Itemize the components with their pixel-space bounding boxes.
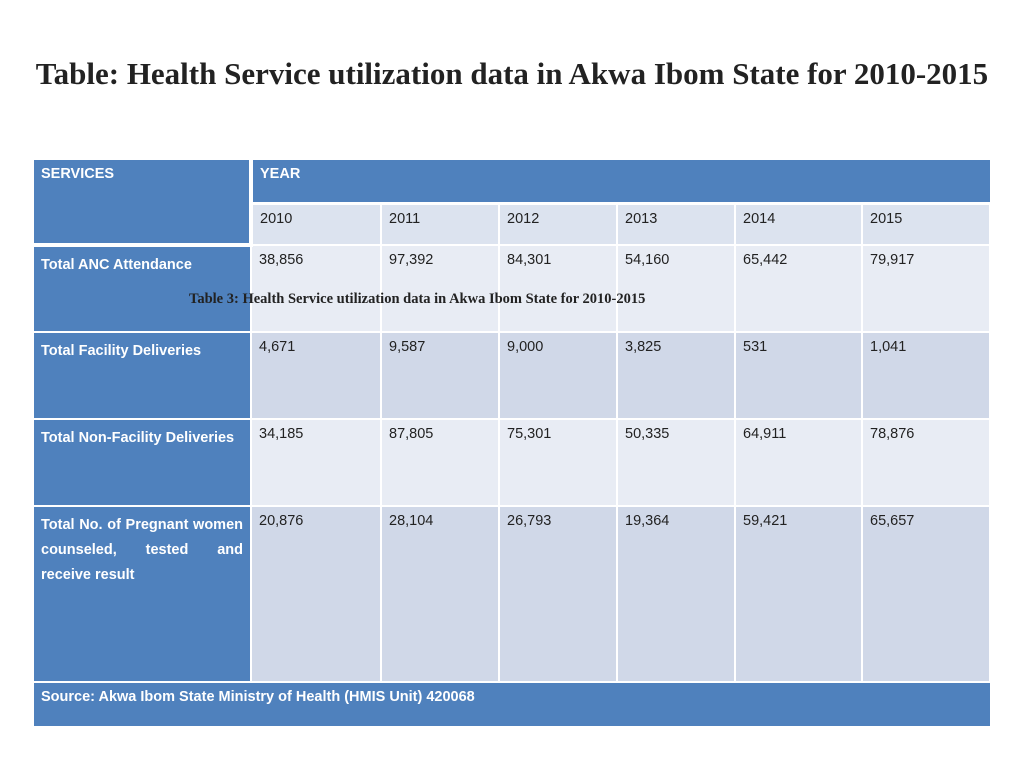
value-cell: 38,856 bbox=[250, 244, 382, 333]
value-cell: 59,421 bbox=[734, 505, 863, 683]
service-label: Total ANC Attendance bbox=[34, 244, 252, 333]
value-cell: 19,364 bbox=[616, 505, 736, 683]
value-cell: 1,041 bbox=[860, 331, 992, 420]
table-row: Total ANC Attendance 38,856 97,392 84,30… bbox=[34, 244, 992, 333]
source-row: Source: Akwa Ibom State Ministry of Heal… bbox=[34, 681, 991, 726]
services-header: SERVICES bbox=[34, 160, 253, 247]
service-label: Total Non-Facility Deliveries bbox=[34, 418, 252, 507]
service-label: Total No. of Pregnant women counseled, t… bbox=[34, 505, 252, 683]
value-cell: 4,671 bbox=[250, 331, 382, 420]
year-header: YEAR bbox=[251, 160, 991, 205]
value-cell: 34,185 bbox=[250, 418, 382, 507]
value-cell: 65,442 bbox=[734, 244, 863, 333]
value-cell: 54,160 bbox=[616, 244, 736, 333]
year-cell: 2013 bbox=[616, 202, 736, 246]
value-cell: 9,587 bbox=[380, 331, 500, 420]
year-subheader-row: 2010 2011 2012 2013 2014 2015 bbox=[34, 202, 992, 246]
year-cell: 2011 bbox=[380, 202, 500, 246]
value-cell: 84,301 bbox=[498, 244, 618, 333]
table-caption: Table 3: Health Service utilization data… bbox=[189, 291, 646, 307]
value-cell: 20,876 bbox=[250, 505, 382, 683]
value-cell: 87,805 bbox=[380, 418, 500, 507]
page-title: Table: Health Service utilization data i… bbox=[35, 56, 989, 91]
value-cell: 75,301 bbox=[498, 418, 618, 507]
value-cell: 3,825 bbox=[616, 331, 736, 420]
value-cell: 28,104 bbox=[380, 505, 500, 683]
year-cell: 2012 bbox=[498, 202, 618, 246]
value-cell: 65,657 bbox=[860, 505, 992, 683]
value-cell: 50,335 bbox=[616, 418, 736, 507]
service-label: Total Facility Deliveries bbox=[34, 331, 252, 420]
value-cell: 64,911 bbox=[734, 418, 863, 507]
year-cell: 2015 bbox=[860, 202, 992, 246]
year-cell: 2014 bbox=[734, 202, 863, 246]
value-cell: 97,392 bbox=[380, 244, 500, 333]
year-cell: 2010 bbox=[250, 202, 382, 246]
value-cell: 26,793 bbox=[498, 505, 618, 683]
table-row: Total Non-Facility Deliveries 34,185 87,… bbox=[34, 418, 992, 507]
source-note: Source: Akwa Ibom State Ministry of Heal… bbox=[34, 681, 991, 726]
value-cell: 531 bbox=[734, 331, 863, 420]
header-row: SERVICES YEAR bbox=[34, 160, 991, 247]
value-cell: 78,876 bbox=[860, 418, 992, 507]
table-row: Total Facility Deliveries 4,671 9,587 9,… bbox=[34, 331, 992, 420]
value-cell: 9,000 bbox=[498, 331, 618, 420]
table-row: Total No. of Pregnant women counseled, t… bbox=[34, 505, 992, 683]
utilization-table: SERVICES YEAR 2010 2011 2012 2013 2014 2… bbox=[34, 160, 992, 726]
value-cell: 79,917 bbox=[860, 244, 992, 333]
